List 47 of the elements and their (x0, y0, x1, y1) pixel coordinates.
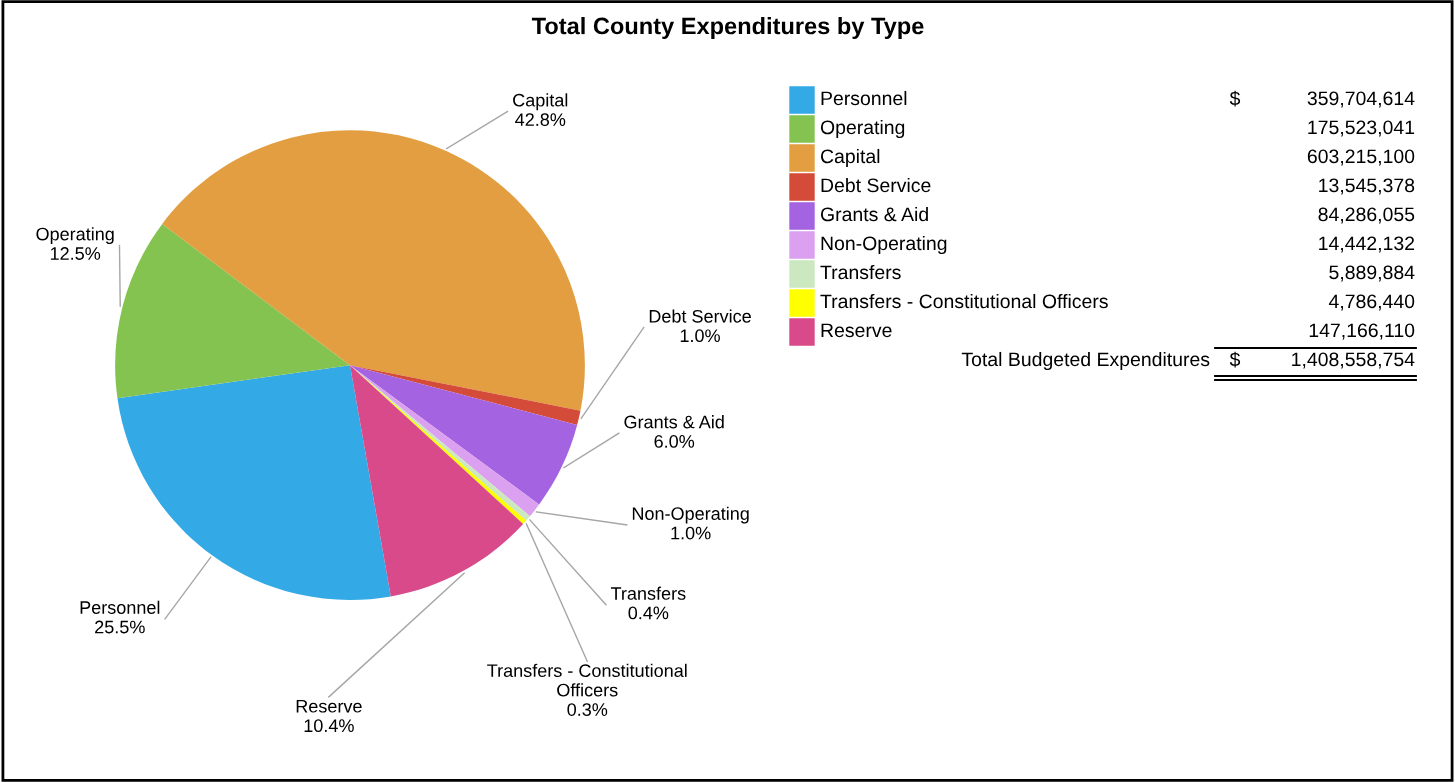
text: $ (1229, 351, 1241, 368)
pie-slice (162, 130, 585, 411)
slice-label: Debt Service (649, 309, 751, 323)
legend-label: Operating (820, 119, 905, 139)
pie-slice (350, 365, 578, 505)
slice-label: Personnel (80, 600, 160, 614)
text: 84,286,055 (1318, 207, 1415, 224)
text: 359,704,614 (1307, 91, 1415, 108)
data-label: 0.4% (628, 606, 669, 620)
text: 5,889,884 (1329, 265, 1415, 282)
legend-label: Transfers (820, 264, 901, 280)
text: 14,442,132 (1319, 236, 1415, 253)
data-label: 25.5% (95, 620, 145, 634)
pie-slice (350, 365, 524, 597)
slice-label: Grants & Aid (624, 415, 724, 429)
legend-label: Grants & Aid (820, 206, 928, 222)
data-label: 12.5% (50, 247, 101, 260)
pie-slice (115, 223, 351, 399)
data-label: 1.0% (671, 526, 711, 540)
legend-label: Personnel (821, 90, 907, 106)
data-label: 0.3% (567, 703, 608, 716)
text: 1,408,558,754 (1292, 352, 1415, 369)
data-label: 1.0% (680, 329, 720, 343)
legend-label: Reserve (821, 323, 892, 338)
text: Total Budgeted Expenditures (961, 351, 1210, 371)
legend-label: Non-Operating (821, 235, 947, 255)
data-label: 42.8% (515, 113, 566, 127)
text: 147,166,110 (1309, 323, 1415, 340)
text: 175,523,041 (1308, 120, 1415, 137)
slice-label: Transfers (610, 586, 686, 600)
data-label: 6.0% (654, 435, 695, 448)
text: 603,215,100 (1307, 149, 1415, 166)
slice-label: Non-Operating (632, 506, 749, 524)
pie-slice (117, 365, 391, 601)
chart-title: Total County Expenditures by Type (531, 17, 924, 39)
slice-label: Transfers - Constitutional Officers (487, 663, 687, 697)
legend-label: Transfers - Constitutional Officers (820, 293, 1108, 309)
legend-label: Capital (820, 148, 880, 168)
pie-slice (350, 365, 581, 426)
slice-label: Reserve (296, 700, 362, 713)
text: 4,786,440 (1328, 294, 1415, 311)
text: $ (1229, 90, 1241, 107)
data-label: 10.4% (304, 719, 354, 733)
slice-label: Operating (36, 227, 114, 245)
slice-label: Capital (513, 93, 568, 111)
legend-label: Debt Service (821, 177, 931, 193)
text: 13,545,378 (1319, 178, 1415, 195)
